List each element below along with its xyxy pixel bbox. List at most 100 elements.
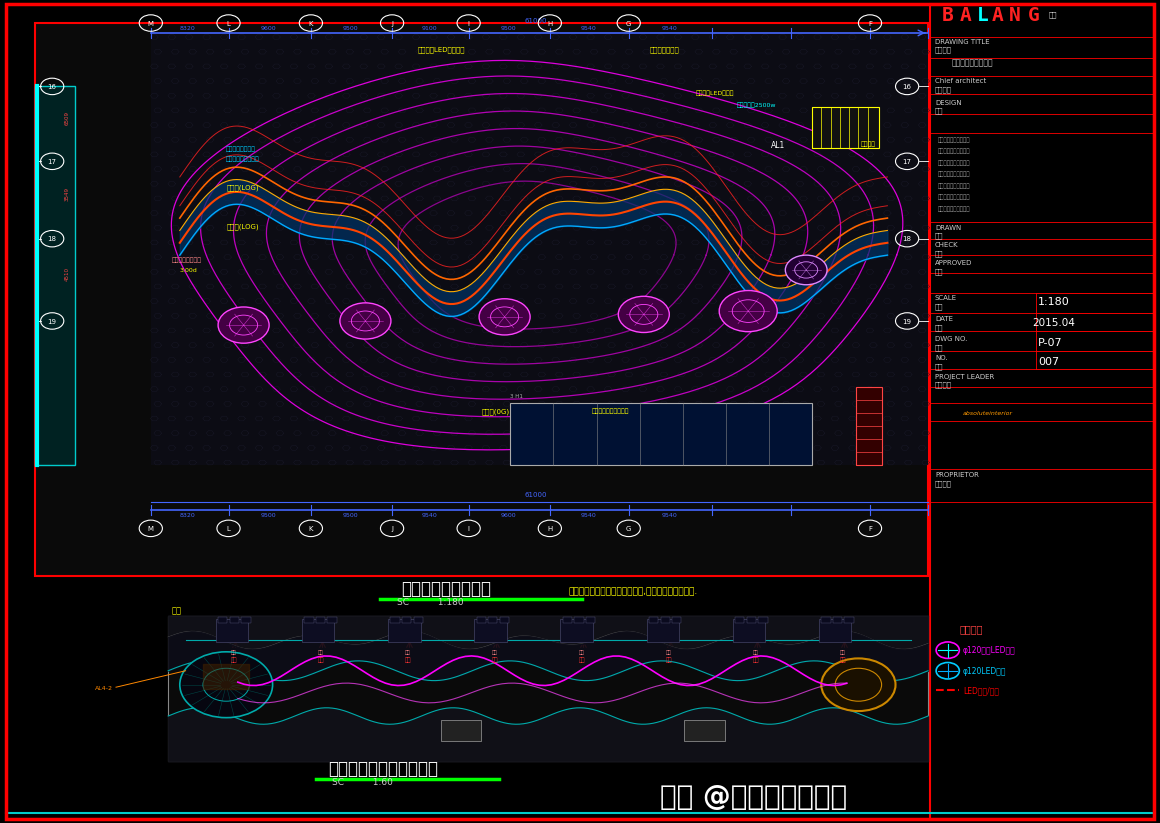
Text: P-07: P-07 bbox=[1038, 337, 1063, 347]
Circle shape bbox=[340, 303, 391, 339]
Text: 筒灯: 筒灯 bbox=[318, 657, 325, 663]
Text: 2015.04: 2015.04 bbox=[1032, 318, 1075, 328]
Bar bbox=[733, 619, 766, 642]
Text: 图纸名称: 图纸名称 bbox=[935, 47, 952, 53]
Circle shape bbox=[618, 296, 669, 332]
Text: 安全通道指示灯: 安全通道指示灯 bbox=[650, 47, 680, 53]
Text: A: A bbox=[992, 6, 1003, 25]
Text: 9500: 9500 bbox=[500, 26, 516, 30]
Text: 3549: 3549 bbox=[65, 187, 70, 201]
Text: 及民事上的追偿处罚，: 及民事上的追偿处罚， bbox=[937, 194, 970, 200]
Text: J: J bbox=[391, 21, 393, 27]
Text: 建筑: 建筑 bbox=[1049, 12, 1057, 18]
Text: 筒灯: 筒灯 bbox=[666, 657, 673, 663]
Text: 页号: 页号 bbox=[935, 364, 943, 370]
Bar bbox=[151, 33, 928, 465]
Text: 天花灯具控制连线图: 天花灯具控制连线图 bbox=[401, 580, 492, 598]
Bar bbox=[474, 619, 507, 642]
Text: 19: 19 bbox=[48, 319, 57, 325]
Bar bbox=[586, 617, 595, 623]
Bar bbox=[735, 617, 745, 623]
Text: G: G bbox=[1028, 6, 1039, 25]
Text: 日期: 日期 bbox=[935, 324, 943, 331]
Bar bbox=[672, 617, 681, 623]
Text: 工程主持: 工程主持 bbox=[935, 382, 952, 388]
Text: 荧光灯(LOG): 荧光灯(LOG) bbox=[226, 184, 259, 191]
Bar bbox=[35, 86, 75, 465]
Text: absoluteinterior: absoluteinterior bbox=[963, 411, 1013, 416]
Text: 9600: 9600 bbox=[500, 513, 516, 518]
Text: DRAWING TITLE: DRAWING TITLE bbox=[935, 39, 989, 44]
Text: 彩色调色发光电力: 彩色调色发光电力 bbox=[172, 257, 202, 263]
Text: 注：图例间距电器位置仅为示意,具体位置由甲方提供.: 注：图例间距电器位置仅为示意,具体位置由甲方提供. bbox=[568, 587, 697, 596]
Bar bbox=[241, 617, 251, 623]
Text: 图例说明: 图例说明 bbox=[959, 624, 983, 634]
Bar bbox=[218, 617, 227, 623]
Bar bbox=[819, 619, 851, 642]
Text: 8320: 8320 bbox=[180, 513, 196, 518]
Text: 规格: 规格 bbox=[579, 650, 585, 655]
Text: 规格: 规格 bbox=[231, 650, 237, 655]
Text: φ120LED筒灯: φ120LED筒灯 bbox=[963, 667, 1006, 676]
Text: 9540: 9540 bbox=[580, 26, 596, 30]
Bar bbox=[414, 617, 423, 623]
Text: DESIGN: DESIGN bbox=[935, 100, 962, 105]
Text: 比例: 比例 bbox=[935, 304, 943, 310]
Bar bbox=[648, 617, 658, 623]
Text: DRAWN: DRAWN bbox=[935, 225, 962, 230]
Text: K: K bbox=[309, 526, 313, 532]
Text: 1:180: 1:180 bbox=[1038, 296, 1070, 306]
Text: 规格: 规格 bbox=[840, 650, 846, 655]
Text: 19: 19 bbox=[902, 319, 912, 325]
Text: 敬请遵守知识产权法。: 敬请遵守知识产权法。 bbox=[937, 206, 970, 212]
Text: K: K bbox=[309, 21, 313, 27]
Text: 筒灯: 筒灯 bbox=[405, 657, 412, 663]
Text: 9100: 9100 bbox=[421, 26, 437, 30]
Text: 9500: 9500 bbox=[342, 26, 358, 30]
Text: 9540: 9540 bbox=[661, 26, 677, 30]
Text: NO.: NO. bbox=[935, 356, 948, 361]
Text: I: I bbox=[467, 21, 470, 27]
Text: 筒灯: 筒灯 bbox=[753, 657, 760, 663]
Text: 审批: 审批 bbox=[935, 268, 943, 275]
Text: 总设计师: 总设计师 bbox=[935, 86, 952, 93]
Text: 3 H1: 3 H1 bbox=[510, 394, 523, 399]
Text: 9540: 9540 bbox=[580, 513, 596, 518]
Text: 18: 18 bbox=[902, 236, 912, 243]
Circle shape bbox=[821, 658, 896, 711]
Text: L: L bbox=[977, 6, 988, 25]
Text: G: G bbox=[626, 526, 631, 532]
Bar bbox=[389, 619, 421, 642]
Text: SC          1:60: SC 1:60 bbox=[332, 778, 392, 787]
Text: L: L bbox=[226, 21, 231, 27]
Text: F: F bbox=[868, 526, 872, 532]
Text: 彩虹智色LED投光灯串: 彩虹智色LED投光灯串 bbox=[418, 47, 465, 53]
Text: 9600: 9600 bbox=[260, 26, 276, 30]
Text: DWG NO.: DWG NO. bbox=[935, 336, 967, 342]
Text: 天花灯具控制连线图: 天花灯具控制连线图 bbox=[951, 58, 993, 67]
Bar bbox=[316, 617, 325, 623]
Text: M: M bbox=[147, 526, 154, 532]
Bar bbox=[660, 617, 669, 623]
Text: 61000: 61000 bbox=[524, 492, 548, 498]
Text: 17: 17 bbox=[48, 159, 57, 165]
Text: F: F bbox=[868, 21, 872, 27]
Text: 9500: 9500 bbox=[260, 513, 276, 518]
Bar bbox=[441, 720, 481, 741]
Text: 制图: 制图 bbox=[935, 233, 943, 239]
Bar bbox=[563, 617, 572, 623]
Text: AL4-2: AL4-2 bbox=[95, 686, 114, 690]
Text: 业主单位: 业主单位 bbox=[935, 481, 952, 487]
Text: M: M bbox=[147, 21, 154, 27]
Text: 复核: 复核 bbox=[935, 250, 943, 257]
Text: PROJECT LEADER: PROJECT LEADER bbox=[935, 374, 994, 379]
Text: A: A bbox=[959, 6, 971, 25]
Circle shape bbox=[218, 307, 269, 343]
Bar bbox=[646, 619, 679, 642]
Text: 规格: 规格 bbox=[753, 650, 759, 655]
Bar bbox=[304, 617, 313, 623]
Text: 17: 17 bbox=[902, 159, 912, 165]
Text: H: H bbox=[548, 526, 552, 532]
Text: DATE: DATE bbox=[935, 316, 954, 322]
Text: 满面智发光灯电力: 满面智发光灯电力 bbox=[226, 146, 256, 152]
